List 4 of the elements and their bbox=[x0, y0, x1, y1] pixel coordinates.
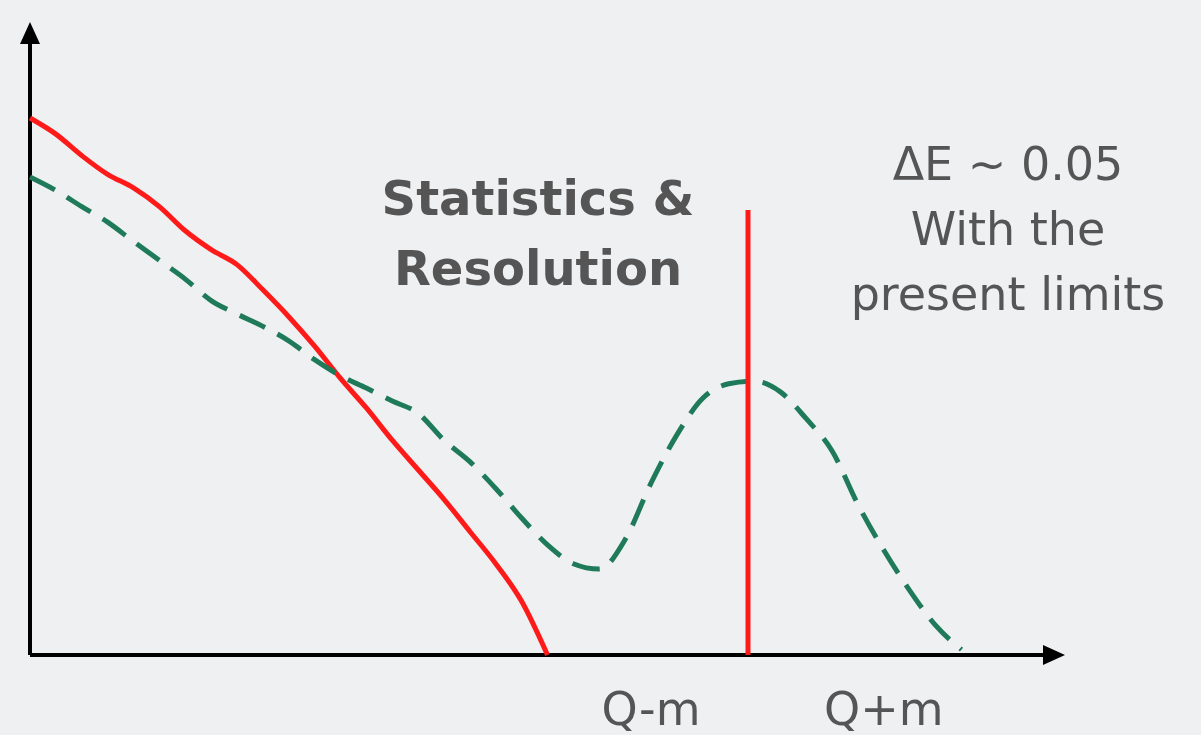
x-tick-label: Q-m bbox=[601, 682, 701, 735]
annotation: ΔE ~ 0.05 With the present limits bbox=[850, 137, 1166, 321]
x-tick-label: Q+m bbox=[824, 682, 944, 735]
annotation: Statistics & Resolution bbox=[381, 170, 695, 296]
